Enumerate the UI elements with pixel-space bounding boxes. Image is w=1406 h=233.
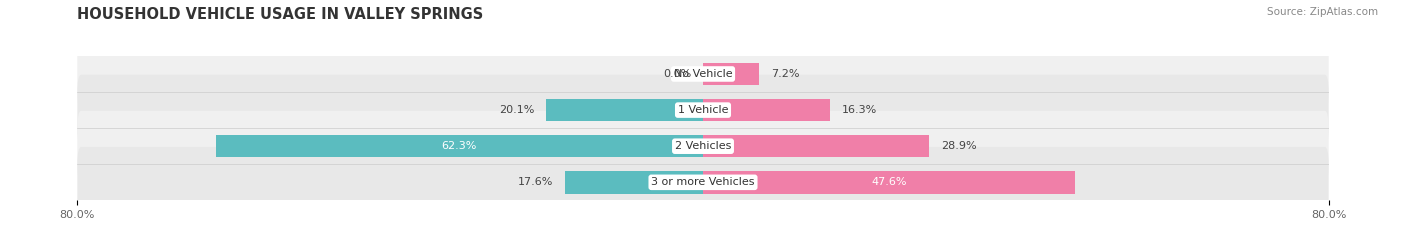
Text: 1 Vehicle: 1 Vehicle <box>678 105 728 115</box>
Text: 0.0%: 0.0% <box>664 69 692 79</box>
FancyBboxPatch shape <box>77 147 1329 218</box>
FancyBboxPatch shape <box>77 39 1329 109</box>
Text: 20.1%: 20.1% <box>499 105 534 115</box>
FancyBboxPatch shape <box>77 75 1329 145</box>
Text: No Vehicle: No Vehicle <box>673 69 733 79</box>
Bar <box>565 171 703 194</box>
Bar <box>703 135 929 158</box>
Bar <box>703 99 831 121</box>
Text: HOUSEHOLD VEHICLE USAGE IN VALLEY SPRINGS: HOUSEHOLD VEHICLE USAGE IN VALLEY SPRING… <box>77 7 484 22</box>
Bar <box>546 99 703 121</box>
Bar <box>703 63 759 85</box>
Text: 16.3%: 16.3% <box>842 105 877 115</box>
Bar <box>703 171 1076 194</box>
Text: 3 or more Vehicles: 3 or more Vehicles <box>651 177 755 187</box>
Text: 2 Vehicles: 2 Vehicles <box>675 141 731 151</box>
Bar <box>215 135 703 158</box>
Text: 17.6%: 17.6% <box>519 177 554 187</box>
FancyBboxPatch shape <box>77 111 1329 182</box>
Text: 47.6%: 47.6% <box>872 177 907 187</box>
Text: 7.2%: 7.2% <box>770 69 800 79</box>
Text: 28.9%: 28.9% <box>941 141 976 151</box>
Text: Source: ZipAtlas.com: Source: ZipAtlas.com <box>1267 7 1378 17</box>
Text: 62.3%: 62.3% <box>441 141 477 151</box>
